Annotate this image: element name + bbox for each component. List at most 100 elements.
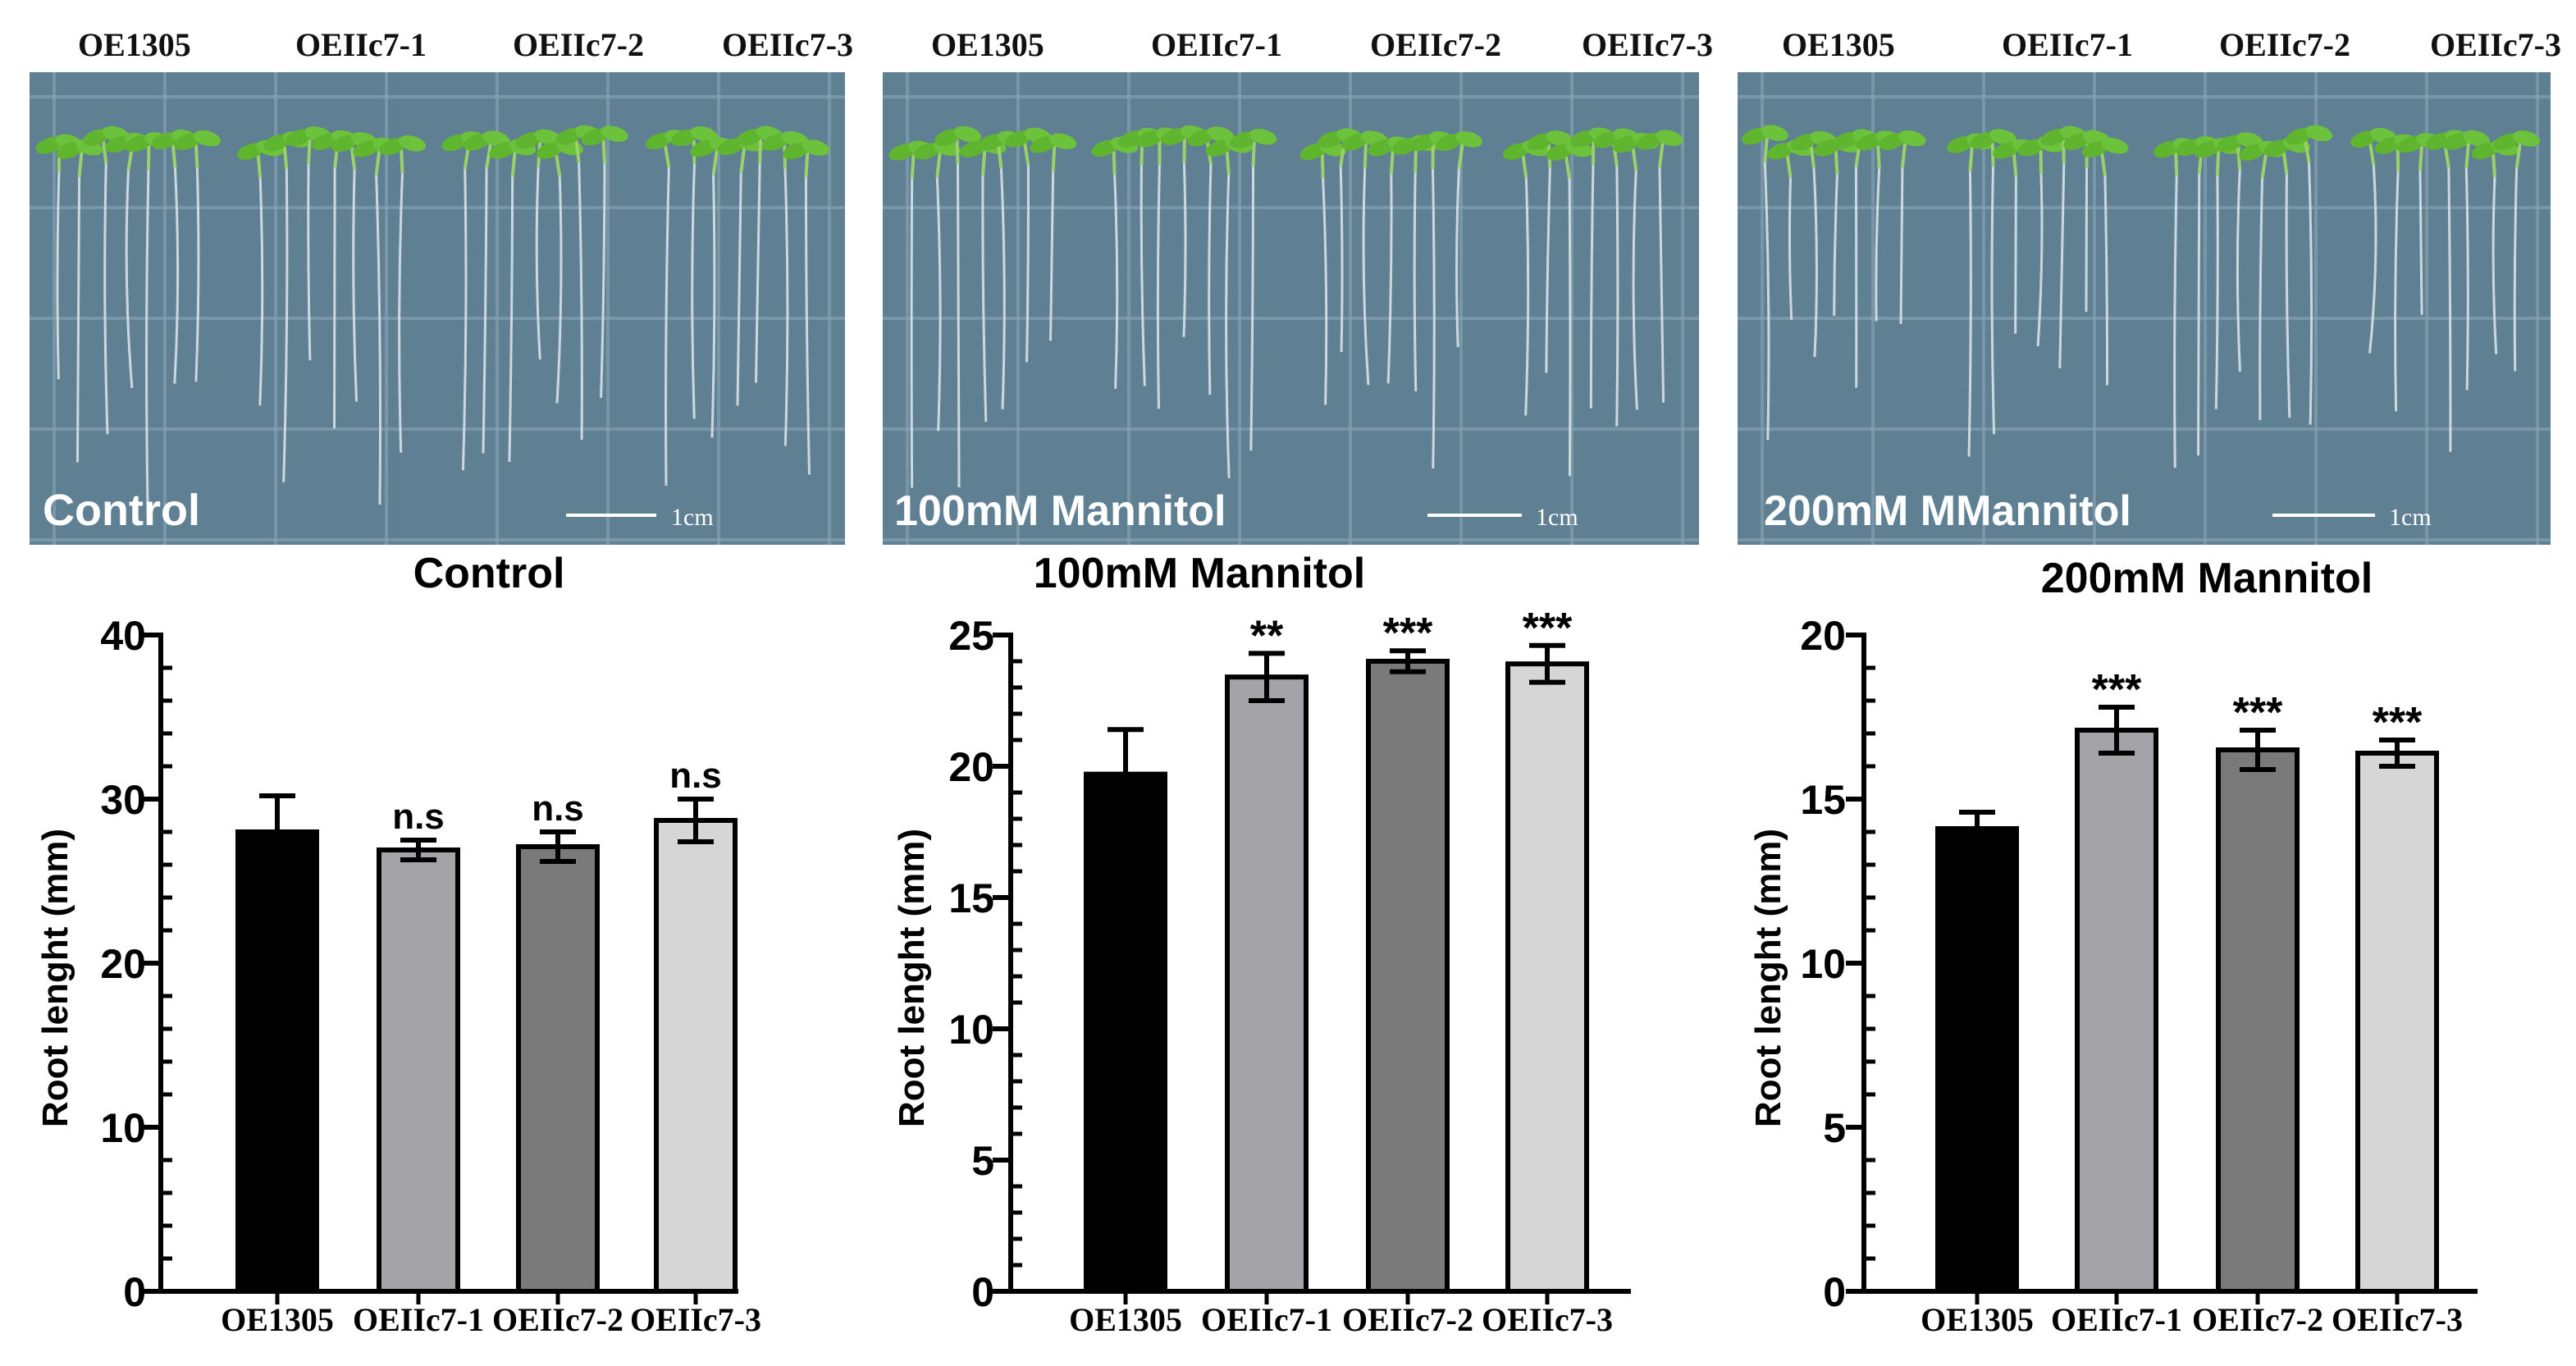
seedling-root xyxy=(2259,178,2264,421)
bar xyxy=(1505,661,1589,1294)
genotype-label: OEIIc7-1 xyxy=(2002,26,2133,63)
genotype-label: OE1305 xyxy=(931,26,1044,63)
seedling-root xyxy=(2418,170,2423,315)
y-tick-label: 0 xyxy=(971,1269,994,1315)
seedling-root xyxy=(333,167,336,429)
seedling-root xyxy=(258,177,264,406)
significance-label: ** xyxy=(1250,612,1284,660)
bar xyxy=(1935,826,2019,1294)
seedling-stem xyxy=(1363,143,1368,169)
seedling-photo-panel: OE1305 OEIIc7-1 OEIIc7-2 OEIIc7-3 100mM Mann… xyxy=(883,26,1713,545)
seedling-stem xyxy=(1876,143,1881,169)
bar-chart-row: Control Root lenght (mm) OE1305 n.s OEIIc7-1… xyxy=(35,550,2478,1338)
bar xyxy=(2355,751,2439,1294)
bar xyxy=(2075,728,2158,1294)
seedling-leaf xyxy=(2462,130,2490,147)
seedling-root xyxy=(1386,174,1393,384)
significance-label: *** xyxy=(1523,605,1573,652)
seedling-stem xyxy=(935,153,942,178)
y-tick-label: 0 xyxy=(1823,1269,1846,1315)
seedling-root xyxy=(1156,165,1161,409)
chart-title: 100mM Mannitol xyxy=(1034,550,1366,597)
bar-chart-panel: Control Root lenght (mm) OE1305 n.s OEIIc7-1… xyxy=(35,550,761,1338)
seedling-root xyxy=(2036,173,2044,347)
seedling-root xyxy=(1524,177,1530,416)
seedling-stem xyxy=(2099,150,2107,176)
plate-image xyxy=(1738,72,2551,545)
seedling-leaf xyxy=(398,135,427,152)
seedling-root xyxy=(1545,167,1551,373)
seedling-root xyxy=(352,169,359,402)
seedling-stem xyxy=(1990,141,1995,167)
seedling-root xyxy=(2492,176,2498,354)
seedling-stem xyxy=(804,152,810,178)
seedling-root xyxy=(710,175,716,438)
seedling-stem xyxy=(2514,143,2522,169)
x-tick-label: OE1305 xyxy=(1921,1301,2034,1338)
seedling-root xyxy=(2308,162,2313,425)
seedling-root xyxy=(2394,171,2400,412)
x-tick-label: OEIIc7-2 xyxy=(492,1301,623,1338)
x-tick-label: OE1305 xyxy=(221,1301,334,1338)
seedling-root xyxy=(2368,165,2377,354)
significance-label: *** xyxy=(1383,610,1433,657)
seedling-stem xyxy=(171,142,177,167)
seedling-root xyxy=(1568,178,1572,477)
bar xyxy=(516,844,600,1294)
x-tick-label: OEIIc7-1 xyxy=(2051,1301,2182,1338)
seedling-root xyxy=(578,162,583,440)
seedling-root xyxy=(981,175,988,423)
x-tick-label: OEIIc7-1 xyxy=(353,1301,484,1338)
seedling-stem xyxy=(574,138,581,163)
seedling-root xyxy=(103,163,109,435)
genotype-label: OEIIc7-1 xyxy=(295,26,427,63)
seedling-leaf xyxy=(1546,130,1573,147)
seedling-leaf xyxy=(2101,137,2129,154)
seedling-leaf xyxy=(2304,125,2333,141)
genotype-label: OEIIc7-3 xyxy=(722,26,853,63)
seedling-root xyxy=(1899,167,1904,324)
seedling-root xyxy=(1413,172,1418,391)
seedling-leaf xyxy=(1898,130,1926,147)
seedling-stem xyxy=(1182,138,1186,163)
seedling-stem xyxy=(1657,142,1665,168)
seedling-stem xyxy=(1521,153,1528,178)
seedling-root xyxy=(1339,166,1344,353)
genotype-label: OEIIc7-1 xyxy=(1151,26,1282,63)
seedling-root xyxy=(1763,162,1770,441)
seedling-root xyxy=(691,163,696,419)
seedling-root xyxy=(1455,168,1460,348)
genotype-label: OEIIc7-3 xyxy=(2430,26,2561,63)
y-axis-label: Root lenght (mm) xyxy=(892,829,932,1127)
seedling-stem xyxy=(1968,146,1974,171)
seedling-stem xyxy=(1389,149,1395,175)
seedling-stem xyxy=(2236,144,2242,171)
seedling-leaf xyxy=(1989,129,2017,145)
bar xyxy=(2216,747,2300,1294)
seedling-root xyxy=(555,176,563,404)
seedling-stem xyxy=(663,142,671,168)
y-axis-label: Root lenght (mm) xyxy=(35,829,75,1127)
seedling-root xyxy=(2214,175,2219,409)
seedling-leaf xyxy=(1656,130,1683,146)
seedling-stem xyxy=(194,143,199,168)
seedling-stem xyxy=(739,148,747,174)
seedling-leaf xyxy=(1455,130,1482,148)
x-tick-label: OEIIc7-3 xyxy=(630,1301,761,1338)
seedling-stem xyxy=(485,143,492,169)
seedling-root xyxy=(736,172,742,406)
x-tick-label: OEIIc7-3 xyxy=(2332,1301,2463,1338)
plate-image xyxy=(883,72,1699,545)
seedling-root xyxy=(1658,167,1665,403)
seedling-root xyxy=(1225,174,1231,478)
seedling-root xyxy=(2103,175,2109,386)
seedling-leaf xyxy=(953,126,982,143)
genotype-label: OE1305 xyxy=(1782,26,1895,63)
condition-label: 100mM Mannitol xyxy=(894,487,1226,535)
y-tick-label: 15 xyxy=(948,875,994,921)
seedling-root xyxy=(999,168,1006,409)
seedling-stem xyxy=(349,144,357,171)
seedling-stem xyxy=(2303,137,2311,163)
seedling-root xyxy=(2447,167,2452,452)
seedling-root xyxy=(1025,165,1030,363)
